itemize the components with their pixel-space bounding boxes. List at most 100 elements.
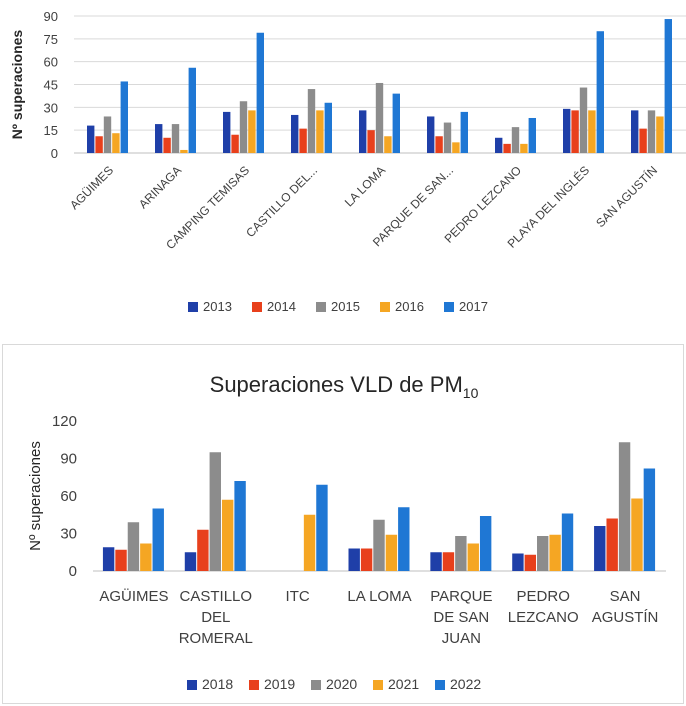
chart-1-bar-2016-8 <box>656 116 664 153</box>
chart-1-bar-2016-6 <box>520 143 528 153</box>
chart-2-category-label: SAN <box>610 588 641 605</box>
chart-2-title-subscript: 10 <box>463 385 479 401</box>
chart-2-category-label: DEL <box>201 609 230 626</box>
chart-2-bar-2022-6 <box>643 468 656 571</box>
chart-2-y-tick-label: 0 <box>69 563 77 580</box>
chart-2-bar-2021-1 <box>221 499 234 571</box>
chart-1-bar-2014-2 <box>231 134 239 153</box>
chart-2-bar-2021-5 <box>549 534 561 571</box>
chart-1-bar-2016-5 <box>452 142 460 153</box>
chart-2-bar-2019-1 <box>197 529 209 571</box>
chart-1-bar-2013-7 <box>563 108 571 153</box>
chart-2-bar-2020-5 <box>537 536 549 571</box>
chart-1-y-tick-label: 15 <box>44 123 58 138</box>
chart-1-bar-2014-3 <box>299 128 307 153</box>
chart-2-bar-2021-6 <box>631 498 643 571</box>
chart-1-legend-swatch-2017 <box>444 302 454 312</box>
chart-1-bar-2013-5 <box>427 116 435 153</box>
chart-1-category-label: SAN AGUSTÍN <box>592 163 660 231</box>
chart-2-title-main: Superaciones VLD de PM <box>210 372 463 397</box>
chart-2-bar-2018-1 <box>184 552 197 571</box>
chart-2-bar-2022-4 <box>479 516 492 571</box>
chart-2-category-label: PEDRO <box>517 588 570 605</box>
chart-2-legend-label-2018: 2018 <box>202 676 233 692</box>
chart-1-bar-2014-4 <box>367 130 375 153</box>
chart-1-bar-2013-2 <box>223 111 231 153</box>
chart-1-bar-2013-3 <box>291 114 299 153</box>
chart-1-bar-2017-6 <box>528 117 536 153</box>
chart-1-bar-2017-2 <box>256 32 264 153</box>
chart-2-category-label: LEZCANO <box>508 609 579 626</box>
chart-2-bar-2020-6 <box>618 442 631 571</box>
chart-2-legend-swatch-2018 <box>187 680 197 690</box>
chart-1-bar-2014-6 <box>503 143 511 153</box>
chart-1-bar-2015-6 <box>511 127 520 153</box>
chart-2-bar-2019-0 <box>115 549 127 571</box>
chart-1-y-tick-label: 0 <box>51 146 58 161</box>
chart-1-legend-swatch-2013 <box>188 302 198 312</box>
chart-1-bar-2014-7 <box>571 110 579 153</box>
chart-1-bar-2015-2 <box>239 101 248 153</box>
chart-1-category-label: ARINAGA <box>136 163 184 211</box>
chart-2-bar-2022-2 <box>316 484 328 571</box>
chart-1-bar-2016-1 <box>180 149 188 153</box>
chart-1-bar-2017-4 <box>392 93 400 153</box>
chart-1-bar-2015-5 <box>443 122 452 153</box>
chart-1-bar-2013-4 <box>359 110 367 153</box>
chart-2-bar-2020-4 <box>455 536 467 571</box>
chart-1-bar-2014-8 <box>639 128 647 153</box>
chart-2-category-label: AGUSTÍN <box>592 609 659 626</box>
chart-1-legend-swatch-2016 <box>380 302 390 312</box>
chart-2-category-label: LA LOMA <box>347 588 411 605</box>
chart-1-bar-2015-1 <box>171 124 180 153</box>
chart-2-bar-2022-1 <box>234 481 246 571</box>
chart-2-bar-2021-0 <box>140 543 152 571</box>
chart-1-y-tick-label: 90 <box>44 9 58 24</box>
chart-2-bar-2022-5 <box>561 513 574 571</box>
chart-1: Nº superaciones 0 15 30 45 60 75 90 AGÜIMES ARINA… <box>9 9 686 314</box>
chart-2-bar-2020-3 <box>373 519 385 571</box>
chart-2-bar-2018-4 <box>430 552 442 571</box>
chart-2-y-tick-label: 60 <box>60 488 77 505</box>
chart-1-bar-2017-5 <box>460 111 468 153</box>
chart-2-bar-2020-0 <box>127 522 140 571</box>
chart-1-bar-2016-3 <box>316 110 324 153</box>
chart-1-bar-2015-7 <box>579 87 588 153</box>
chart-1-bar-2017-1 <box>188 67 196 153</box>
chart-2-bar-2019-5 <box>524 554 537 571</box>
chart-1-bar-2017-0 <box>120 81 128 153</box>
chart-2-category-label: PARQUE <box>430 588 492 605</box>
chart-1-bar-2016-4 <box>384 136 392 153</box>
chart-1-legend-swatch-2015 <box>316 302 326 312</box>
chart-1-bar-2015-4 <box>375 82 384 153</box>
chart-1-legend-label-2013: 2013 <box>203 299 232 314</box>
chart-2-category-label: JUAN <box>442 630 481 647</box>
chart-2-category-label: AGÜIMES <box>99 587 168 605</box>
chart-2-category-label: DE SAN <box>433 609 489 626</box>
chart-1-bar-2014-5 <box>435 136 443 153</box>
chart-2-y-tick-label: 90 <box>60 451 77 468</box>
chart-2-legend-label-2020: 2020 <box>326 676 357 692</box>
chart-2-bar-2021-2 <box>303 514 316 571</box>
chart-1-bar-2016-2 <box>248 110 256 153</box>
chart-2-bar-2019-3 <box>360 548 373 571</box>
chart-2-bar-2019-6 <box>606 518 618 571</box>
chart-1-bar-2013-6 <box>495 137 503 153</box>
chart-1-legend-swatch-2014 <box>252 302 262 312</box>
chart-1-y-axis-label: Nº superaciones <box>9 30 25 140</box>
chart-2: Superaciones VLD de PM10 Nº superaciones 0… <box>27 372 666 692</box>
chart-1-bar-2016-7 <box>588 110 596 153</box>
chart-2-frame <box>2 344 684 704</box>
chart-1-bar-2015-3 <box>307 89 316 153</box>
chart-1-y-tick-label: 45 <box>44 78 58 93</box>
chart-2-bar-2022-0 <box>152 508 164 571</box>
chart-2-bar-2021-4 <box>467 543 479 571</box>
chart-2-bar-2018-5 <box>512 553 524 571</box>
chart-2-bar-2018-3 <box>348 548 360 571</box>
chart-2-y-axis-label: Nº superaciones <box>27 441 44 551</box>
chart-1-bar-2014-0 <box>95 136 103 153</box>
chart-2-bar-2018-6 <box>594 526 606 571</box>
chart-2-bar-2022-3 <box>398 507 410 571</box>
chart-2-category-label: ROMERAL <box>179 630 253 647</box>
chart-1-legend-label-2014: 2014 <box>267 299 296 314</box>
